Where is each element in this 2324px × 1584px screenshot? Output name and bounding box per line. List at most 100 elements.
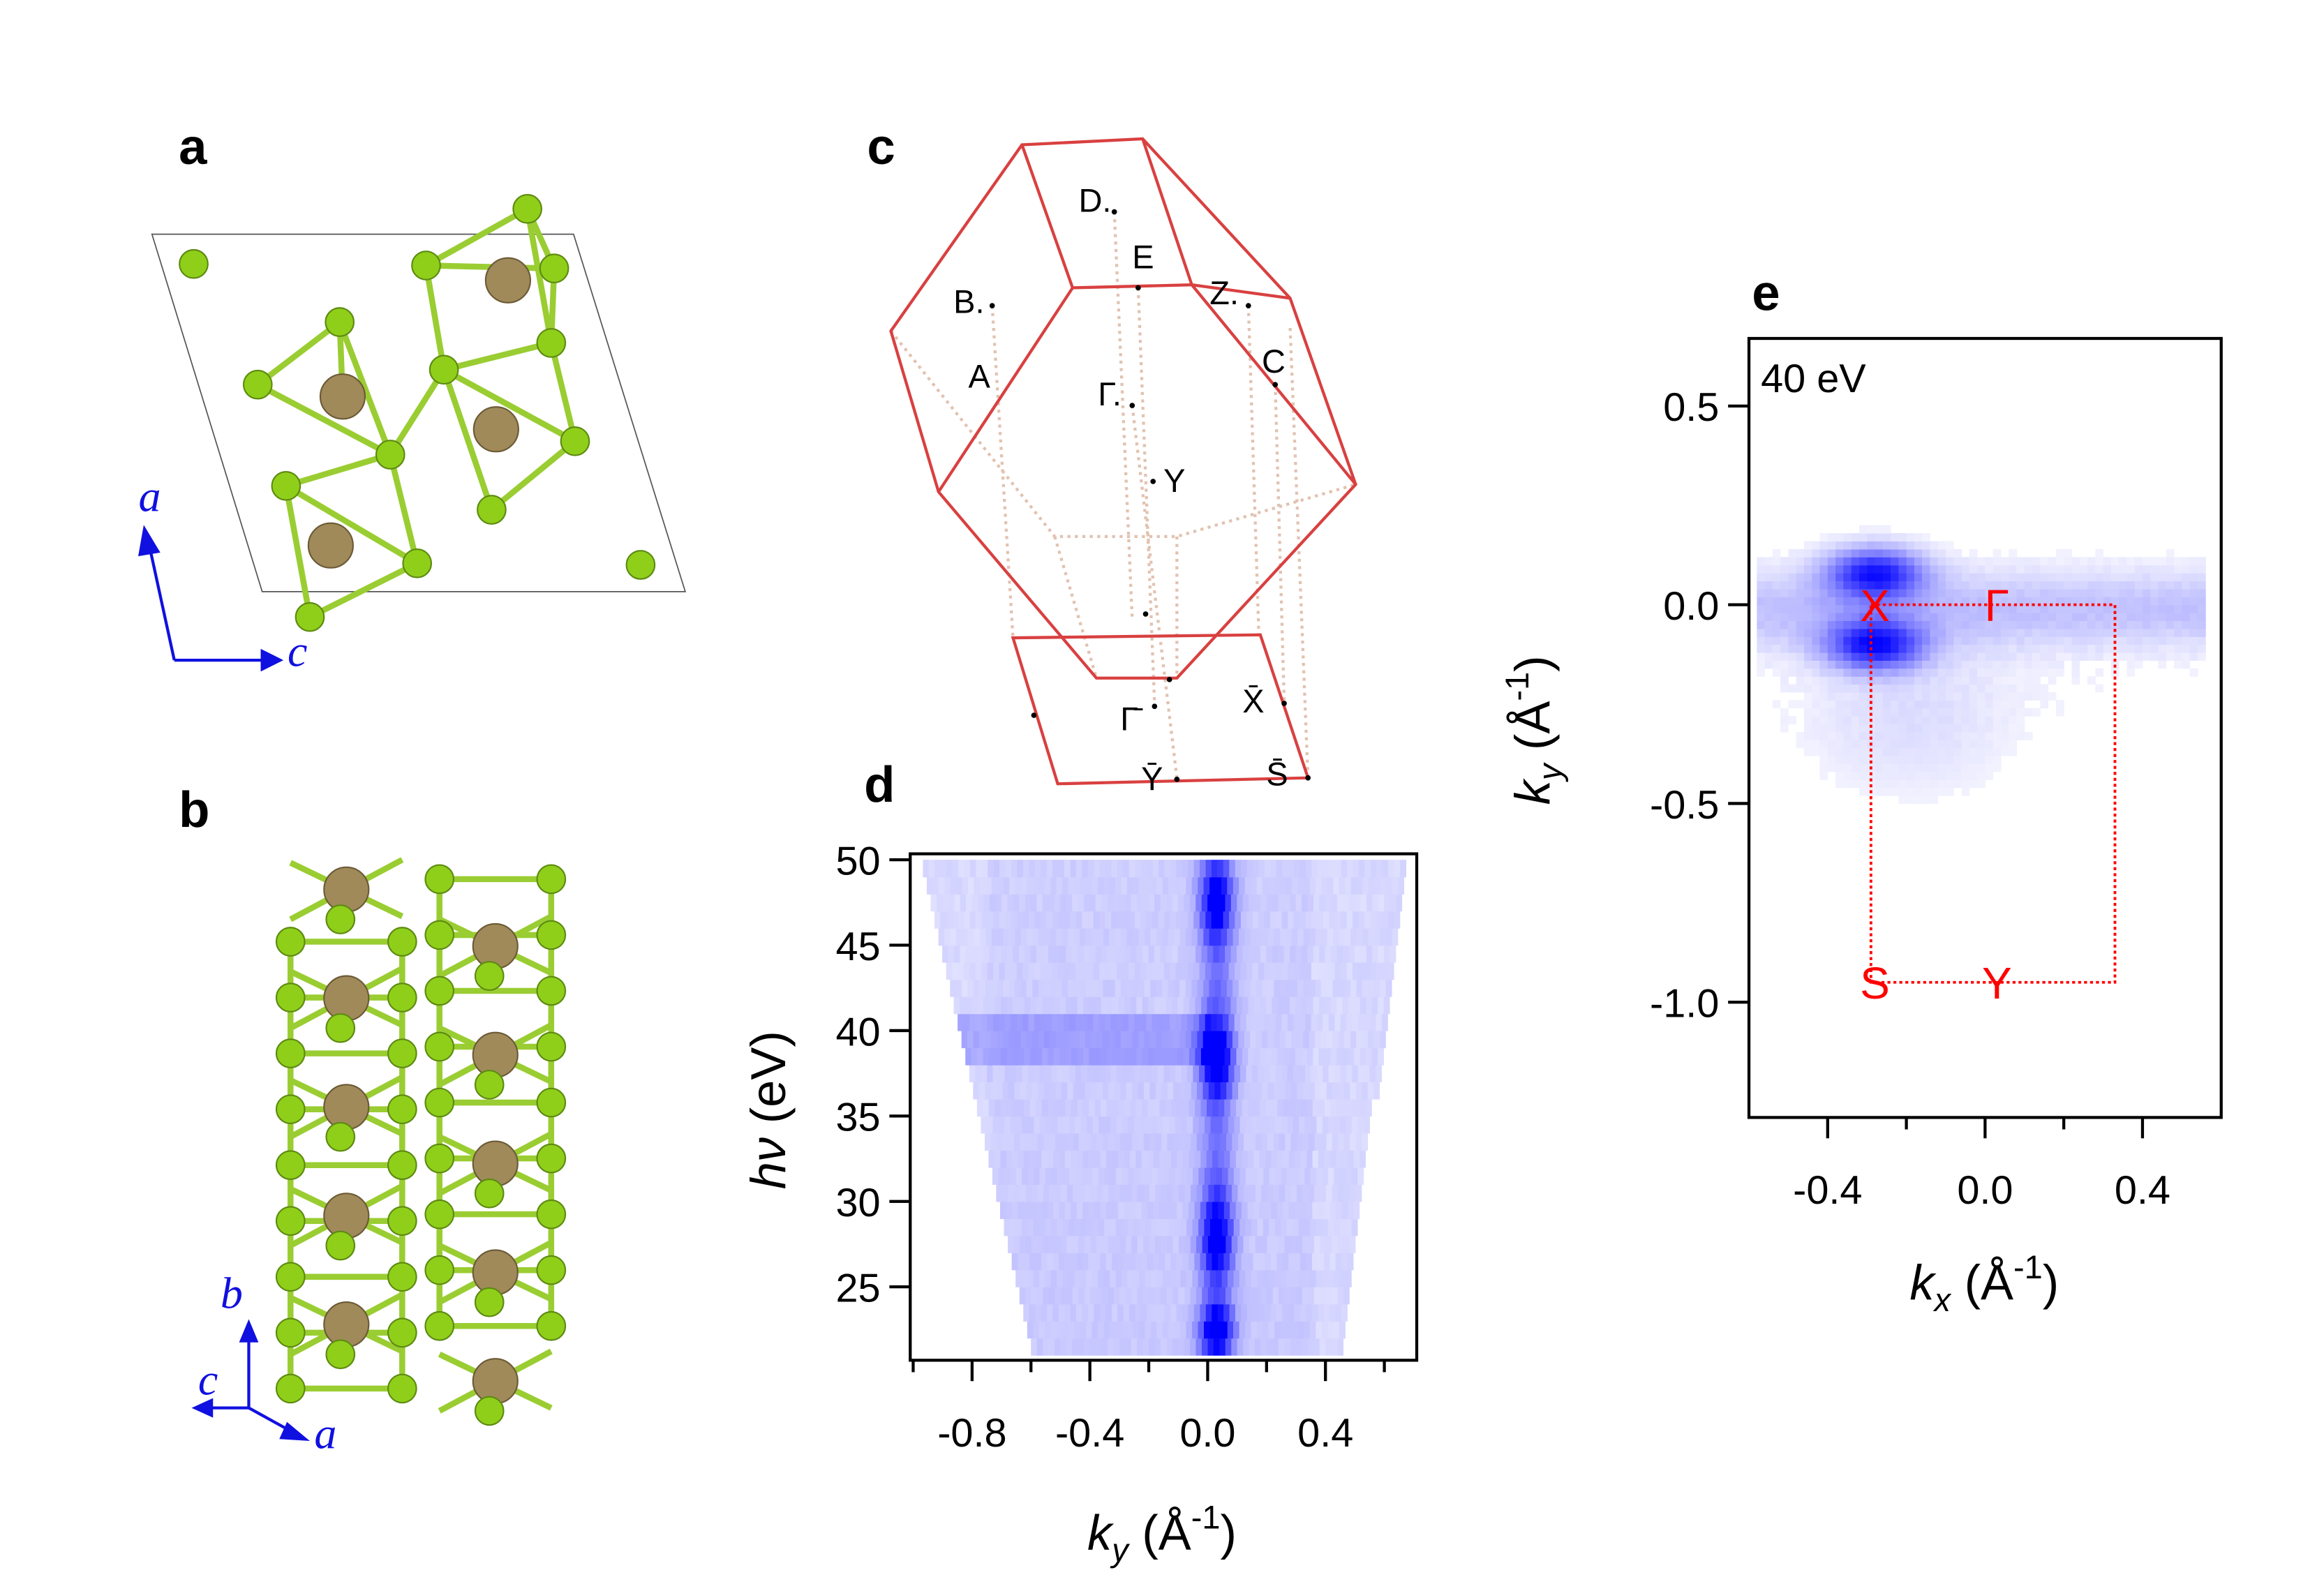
heatmap-cell (1228, 1064, 1235, 1083)
atom-small (402, 548, 433, 578)
heatmap-cell (2174, 652, 2182, 661)
heatmap-cell (2134, 565, 2143, 574)
heatmap-cell (1937, 692, 1946, 701)
bz-label-E: E (1132, 239, 1154, 276)
heatmap-cell (2024, 628, 2033, 637)
heatmap-cell (1796, 548, 1805, 558)
heatmap-cell (1230, 1047, 1237, 1066)
heatmap-cell (1906, 533, 1915, 541)
heatmap-cell (2001, 572, 2009, 581)
heatmap-cell (1062, 928, 1068, 946)
heatmap-cell (1224, 1047, 1231, 1066)
heatmap-cell (1078, 1338, 1085, 1356)
heatmap-cell (1313, 894, 1320, 912)
heatmap-cell (1056, 1321, 1063, 1339)
heatmap-cell (1287, 1064, 1294, 1083)
heatmap-cell (1173, 1082, 1180, 1100)
heatmap-cell (1819, 652, 1828, 661)
heatmap-cell (1241, 1303, 1248, 1322)
heatmap-cell (965, 1047, 972, 1066)
heatmap-cell (1796, 731, 1805, 740)
heatmap-cell (1961, 724, 1970, 733)
heatmap-cell (1233, 1269, 1240, 1287)
heatmap-cell (1102, 1133, 1109, 1151)
heatmap-cell (2182, 636, 2191, 645)
heatmap-cell (1083, 996, 1090, 1015)
heatmap-cell (1922, 708, 1930, 717)
heatmap-cell (1179, 1082, 1186, 1100)
heatmap-cell (952, 962, 958, 980)
heatmap-cell (1882, 676, 1891, 685)
heatmap-cell (1251, 1064, 1258, 1083)
heatmap-cell (1159, 1201, 1165, 1219)
heatmap-cell (1930, 747, 1939, 756)
heatmap-cell (1827, 565, 1836, 574)
heatmap-cell (1052, 860, 1059, 878)
heatmap-cell (1260, 1098, 1266, 1117)
heatmap-cell (1258, 1064, 1265, 1083)
heatmap-cell (1274, 979, 1281, 997)
heatmap-cell (1244, 1321, 1251, 1339)
heatmap-cell (1985, 604, 1994, 613)
heatmap-cell (1154, 945, 1161, 963)
heatmap-cell (1302, 1235, 1309, 1253)
heatmap-cell (2055, 644, 2064, 653)
heatmap-cell (1108, 1235, 1115, 1253)
heatmap-cell (2103, 620, 2112, 629)
heatmap-cell (1339, 1218, 1346, 1236)
heatmap-cell (974, 928, 981, 946)
heatmap-cell (1018, 1150, 1025, 1168)
heatmap-cell (1376, 1064, 1383, 1083)
heatmap-cell (1875, 779, 1884, 789)
heatmap-cell (1283, 996, 1290, 1015)
heatmap-cell (976, 911, 983, 929)
heatmap-cell (1046, 860, 1053, 878)
heatmap-cell (1772, 581, 1781, 590)
heatmap-cell (1117, 911, 1124, 929)
heatmap-cell (2001, 740, 2009, 749)
heatmap-cell (1229, 860, 1236, 878)
heatmap-cell (2032, 652, 2041, 661)
heatmap-cell (1946, 724, 1954, 733)
heatmap-cell (2055, 668, 2064, 677)
heatmap-cell (1031, 1184, 1038, 1202)
heatmap-cell (1906, 716, 1915, 725)
heatmap-cell (1031, 1287, 1038, 1305)
heatmap-cell (1255, 1287, 1262, 1305)
heatmap-cell (1140, 860, 1147, 878)
heatmap-cell (1174, 876, 1181, 895)
heatmap-cell (1214, 979, 1221, 997)
heatmap-cell (1062, 1321, 1069, 1339)
heatmap-cell (1196, 1082, 1203, 1100)
heatmap-cell (2016, 628, 2025, 637)
heatmap-cell (1036, 1047, 1043, 1066)
heatmap-cell (1398, 876, 1405, 895)
heatmap-cell (1882, 740, 1891, 749)
heatmap-cell (1067, 1082, 1074, 1100)
heatmap-cell (1122, 1013, 1129, 1031)
heatmap-cell (985, 928, 992, 946)
heatmap-cell (1172, 945, 1179, 963)
heatmap-cell (2001, 612, 2009, 621)
heatmap-cell (1819, 572, 1828, 581)
heatmap-cell (1969, 581, 1978, 590)
heatmap-cell (1181, 1064, 1188, 1083)
heatmap-cell (1016, 1013, 1023, 1031)
heatmap-cell (1292, 876, 1299, 895)
heatmap-cell (1088, 1201, 1095, 1219)
heatmap-cell (1953, 604, 1962, 613)
heatmap-cell (1094, 1150, 1101, 1168)
heatmap-cell (1202, 1287, 1209, 1305)
heatmap-cell (1364, 911, 1371, 929)
heatmap-cell (1087, 911, 1094, 929)
heatmap-cell (1159, 1150, 1166, 1168)
heatmap-cell (974, 876, 981, 895)
heatmap-cell (1757, 612, 1766, 621)
heatmap-cell (969, 911, 976, 929)
heatmap-cell (983, 996, 990, 1015)
heatmap-cell (1027, 876, 1034, 895)
heatmap-cell (1992, 548, 2002, 558)
heatmap-cell (1225, 1338, 1232, 1356)
heatmap-cell (1089, 894, 1096, 912)
heatmap-cell (1985, 692, 1994, 701)
